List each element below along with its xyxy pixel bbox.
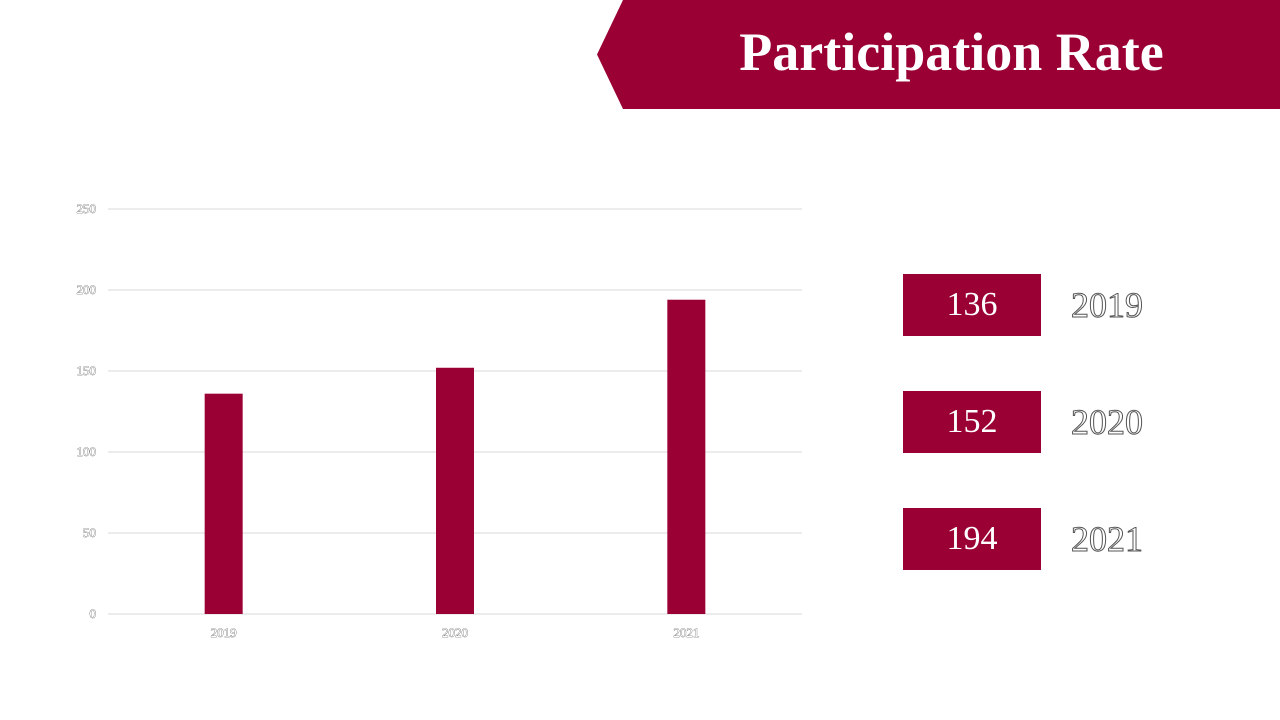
title-banner: Participation Rate [597,0,1280,109]
summary-value-box: 152 [903,391,1041,453]
y-tick-label: 250 [77,201,97,216]
page-title: Participation Rate [739,21,1164,82]
y-tick-label: 100 [77,444,97,459]
y-tick-label: 0 [90,606,97,621]
bar [436,367,474,614]
summary-year: 2020 [1071,402,1144,443]
bar [667,299,706,614]
bar [204,393,243,614]
x-tick-label: 2021 [673,625,699,640]
summary-value-box: 136 [903,274,1041,336]
summary-value: 194 [946,520,998,557]
summary-year: 2021 [1071,519,1144,560]
bar-chart: 0 50 100 150 200 250 2019 2020 2021 [76,201,802,640]
summary-value: 136 [946,286,998,323]
summary-value: 152 [946,403,998,440]
y-tick-label: 150 [77,363,97,378]
y-tick-label: 50 [83,525,96,540]
x-tick-label: 2020 [442,625,468,640]
y-tick-label: 200 [77,282,97,297]
summary-year: 2019 [1071,285,1144,326]
x-tick-label: 2019 [211,625,237,640]
summary-value-box: 194 [903,508,1041,570]
